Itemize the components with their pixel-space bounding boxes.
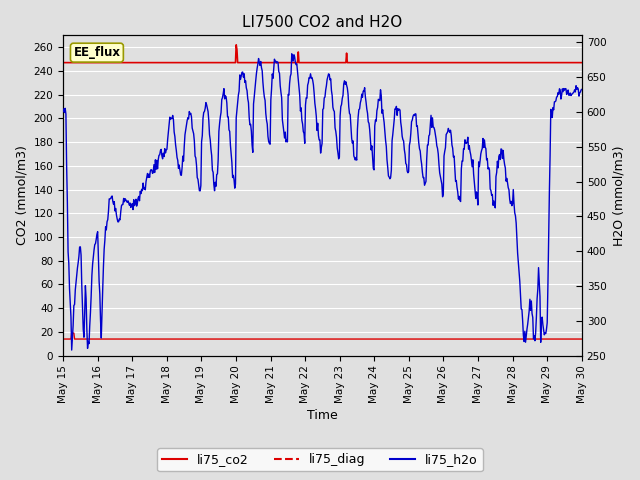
Legend: li75_co2, li75_diag, li75_h2o: li75_co2, li75_diag, li75_h2o bbox=[157, 448, 483, 471]
Title: LI7500 CO2 and H2O: LI7500 CO2 and H2O bbox=[243, 15, 403, 30]
Text: EE_flux: EE_flux bbox=[74, 46, 120, 59]
X-axis label: Time: Time bbox=[307, 409, 338, 422]
Y-axis label: CO2 (mmol/m3): CO2 (mmol/m3) bbox=[15, 145, 28, 245]
Y-axis label: H2O (mmol/m3): H2O (mmol/m3) bbox=[612, 145, 625, 246]
